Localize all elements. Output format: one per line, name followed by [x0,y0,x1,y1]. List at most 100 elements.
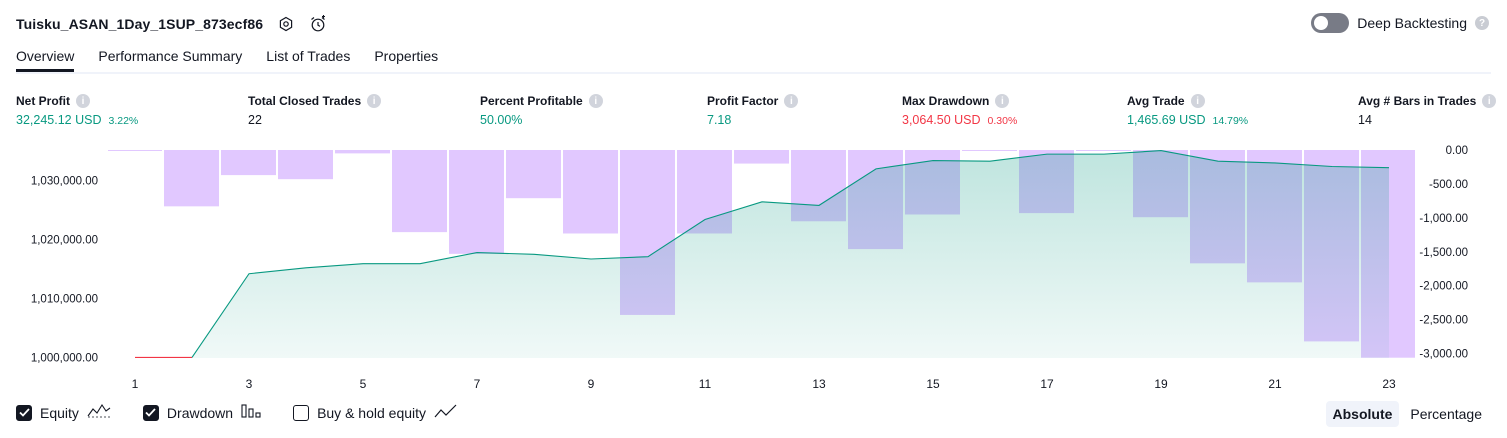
tab-list-of-trades[interactable]: List of Trades [266,48,351,64]
chart-legend: Equity Drawdown Buy & hold equity [16,403,490,422]
equity-area [135,150,1389,358]
metric-percent: 3.22% [108,115,139,127]
left-axis-tick-label: 1,020,000.00 [31,235,98,247]
right-axis-tick-label: -1,500.00 [1419,247,1468,259]
drawdown-bar [392,150,447,233]
info-icon[interactable]: i [1190,94,1205,108]
right-axis-tick-label: 0.00 [1446,145,1468,157]
legend-equity-label: Equity [40,404,79,421]
header: Tuisku_ASAN_1Day_1SUP_873ecf86 [16,12,327,36]
tab-performance-summary[interactable]: Performance Summary [98,48,243,64]
x-axis-tick-label: 7 [474,377,481,391]
legend-buy-hold[interactable]: Buy & hold equity [293,403,458,422]
legend-drawdown[interactable]: Drawdown [142,403,261,422]
equity-checkbox[interactable] [16,404,32,421]
drawdown-bar [164,150,219,207]
tab-overview[interactable]: Overview [16,48,75,72]
metric-label: Percent Profitable [480,94,583,108]
x-axis-tick-label: 23 [1382,377,1396,391]
deep-backtesting-label: Deep Backtesting [1357,15,1467,31]
metric-label: Max Drawdown [902,94,990,108]
drawdown-bar [506,150,561,199]
right-axis-tick-label: -500.00 [1429,179,1468,191]
info-icon[interactable]: i [367,94,382,108]
x-axis-tick-label: 1 [132,377,139,391]
equity-series [135,150,1390,358]
help-icon[interactable]: ? [1475,16,1489,30]
metric-label: Profit Factor [707,94,779,108]
deep-backtesting: Deep Backtesting ? [1311,13,1489,33]
percentage-button[interactable]: Percentage [1410,406,1482,422]
x-axis-tick-label: 11 [699,377,712,391]
x-axis-tick-label: 3 [246,377,253,391]
right-axis-tick-label: -2,500.00 [1419,315,1468,327]
equity-line [191,150,1390,358]
tab-bar: Overview Performance Summary List of Tra… [16,48,438,72]
left-axis: 1,000,000.00 1,010,000.00 1,020,000.00 1,03… [31,176,98,365]
drawdown-bar [449,150,504,254]
buy-hold-checkbox[interactable] [293,404,310,421]
metric-value: 3,064.50 USD [902,113,981,127]
x-axis-tick-label: 13 [812,377,826,391]
info-icon[interactable]: i [784,94,799,108]
right-axis-tick-label: -2,000.00 [1419,281,1468,293]
legend-buy-hold-label: Buy & hold equity [317,404,427,421]
metric-value: 1,465.69 USD [1127,113,1206,127]
deep-backtesting-toggle[interactable] [1311,13,1350,33]
drawdown-checkbox[interactable] [142,404,159,421]
drawdown-bar [278,150,333,180]
metric-value: 22 [248,113,262,127]
tab-properties[interactable]: Properties [374,48,439,64]
metric-label: Net Profit [16,94,70,108]
equity-drawdown-chart[interactable]: 1,000,000.00 1,010,000.00 1,020,000.00 1,03… [0,140,1507,398]
metric-net-profit: Net Profit i 32,245.12 USD 3.22% [16,94,138,127]
drawdown-bar [335,150,390,154]
settings-icon[interactable] [277,15,295,33]
x-axis: 1 3 5 7 9 11 13 15 17 19 21 23 [132,377,1396,391]
metric-percent: 14.79% [1212,115,1249,127]
metric-value: 32,245.12 USD [16,113,102,127]
drawdown-bar [1076,150,1131,151]
x-axis-tick-label: 19 [1154,377,1168,391]
display-mode-switch: Absolute Percentage [1325,401,1490,427]
metric-profit-factor: Profit Factor i 7.18 [707,94,799,127]
info-icon[interactable]: i [588,94,603,108]
equity-icon [87,403,111,422]
info-icon[interactable]: i [995,94,1010,108]
metric-label: Total Closed Trades [248,94,362,108]
legend-drawdown-label: Drawdown [166,404,234,421]
x-axis-tick-label: 21 [1268,377,1282,391]
right-axis-tick-label: -3,000.00 [1419,349,1468,361]
strategy-name: Tuisku_ASAN_1Day_1SUP_873ecf86 [16,16,264,32]
drawdown-bar [108,150,162,151]
info-icon[interactable]: i [1482,94,1497,108]
drawdown-bar [221,150,276,176]
x-axis-tick-label: 15 [926,377,940,391]
info-icon[interactable]: i [76,94,90,108]
metric-avg-trade: Avg Trade i 1,465.69 USD 14.79% [1127,94,1248,127]
metric-label: Avg # Bars in Trades [1358,94,1477,108]
x-axis-tick-label: 9 [588,377,595,391]
x-axis-tick-label: 17 [1040,377,1054,391]
buy-hold-line-icon [434,403,458,422]
metric-total-closed-trades: Total Closed Trades i 22 [248,94,382,127]
tabs-divider [16,72,1491,74]
drawdown-bar [734,150,789,164]
right-axis: 0.00 -500.00 -1,000.00 -1,500.00 -2,000.00 -2… [1419,145,1468,361]
drawdown-bar [962,150,1017,151]
legend-equity[interactable]: Equity [16,403,111,422]
left-axis-tick-label: 1,010,000.00 [31,293,98,305]
toggle-knob [1314,16,1329,30]
metric-value: 7.18 [707,113,732,127]
absolute-button[interactable]: Absolute [1325,401,1400,427]
alert-clock-icon[interactable] [309,15,327,33]
drawdown-bars-icon [241,403,261,422]
right-axis-tick-label: -1,000.00 [1419,213,1468,225]
metric-max-drawdown: Max Drawdown i 3,064.50 USD 0.30% [902,94,1017,127]
metric-value: 14 [1358,113,1372,127]
metric-avg-bars: Avg # Bars in Trades i 14 [1358,94,1497,127]
x-axis-tick-label: 5 [360,377,367,391]
drawdown-bar [563,150,618,234]
left-axis-tick-label: 1,000,000.00 [31,352,98,364]
metric-value: 50.00% [480,113,523,127]
